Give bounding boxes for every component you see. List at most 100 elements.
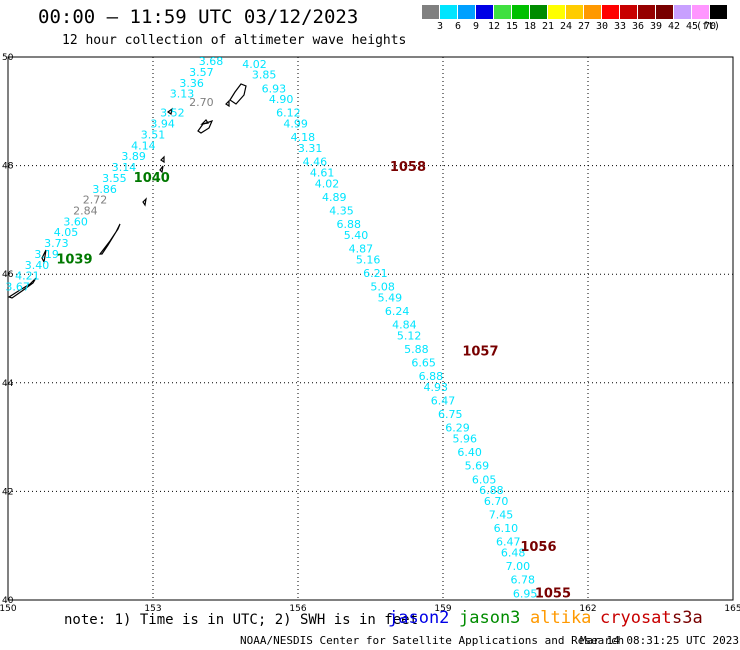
wave-height-value: 3.73 [44,237,69,250]
plot-frame [7,56,734,601]
wave-height-value: 4.90 [269,93,294,106]
wave-height-value: 4.84 [392,319,417,332]
color-scale-label: 39 [649,21,663,32]
island-outline [197,120,214,134]
pass-number-label: 1039 [56,252,92,267]
color-scale-label: 3 [436,21,444,32]
wave-height-value: 3.68 [199,55,224,68]
mission-label: altika [530,608,592,628]
pass-labels: 1058 1040 1039 1057 1056 1055 [56,160,571,601]
grid-lines [8,57,733,600]
color-swatch [674,5,691,19]
wave-height-value: 4.05 [54,226,79,239]
color-swatch [476,5,493,19]
color-swatch [494,5,511,19]
island-outline [160,155,165,164]
color-swatch [566,5,583,19]
color-scale-label: 33 [613,21,627,32]
wave-height-value: 4.87 [349,242,374,255]
wave-height-value: 4.46 [303,156,328,169]
wave-height-value: 4.93 [424,381,449,394]
wave-height-value: 6.70 [484,495,509,508]
mission-label: jason2 [388,608,450,628]
color-scale-label: 12 [487,21,501,32]
wave-height-value: 5.08 [370,280,395,293]
wave-height-value: 4.18 [291,131,316,144]
color-swatch [620,5,637,19]
wave-height-value: 3.60 [63,215,88,228]
credit-text: NOAA/NESDIS Center for Satellite Applica… [240,634,625,647]
wave-height-value: 3.55 [102,172,127,185]
wave-height-value: 6.48 [501,547,526,560]
wave-height-value: 7.00 [506,560,531,573]
island-outline [98,223,121,255]
wave-height-value: 6.95 [513,587,538,600]
x-tick-label: 156 [289,604,306,614]
wave-height-value: 3.57 [189,66,214,79]
x-tick-label: 165 [724,604,740,614]
wave-height-value: 6.88 [479,484,504,497]
wave-height-value: 4.99 [283,118,308,131]
color-scale-label: 9 [472,21,480,32]
color-swatch [548,5,565,19]
wave-height-value: 4.35 [329,204,354,217]
color-swatch [692,5,709,19]
color-scale-label: 36 [631,21,645,32]
wave-height-value: 5.49 [378,291,403,304]
wave-height-value: 3.52 [160,107,185,120]
timestamp-text: Mar 14 08:31:25 UTC 2023 [580,634,739,647]
wave-height-value: 5.69 [465,460,490,473]
wave-height-value: 4.02 [315,177,340,190]
wave-height-value: 5.88 [404,343,429,356]
wave-height-value: 3.40 [25,259,50,272]
island-outline [225,99,230,108]
wave-height-value: 6.47 [431,395,456,408]
wave-height-value: 3.31 [298,142,323,155]
chart-title: 00:00 – 11:59 UTC 03/12/2023 [38,6,359,28]
x-tick-label: 153 [144,604,161,614]
color-scale-label: 30 [595,21,609,32]
island-outline [200,119,210,125]
wave-height-value: 5.16 [356,253,381,266]
wave-height-value: 6.24 [385,305,410,318]
x-tick-label: 150 [0,604,17,614]
color-swatch [656,5,673,19]
x-tick-label: 162 [579,604,596,614]
wave-height-value: 3.85 [252,69,277,82]
coastline [7,83,247,299]
color-scale-unit: (ft) [696,21,721,32]
wave-height-value: 4.61 [310,166,335,179]
island-outline [159,165,164,174]
color-scale-label: 42 [667,21,681,32]
wave-height-value: 3.13 [170,88,195,101]
wave-height-value: 6.65 [411,357,436,370]
color-scale-label: 45 [685,21,699,32]
wave-height-value: 5.96 [453,433,478,446]
y-tick-label: 40 [2,596,14,606]
wave-height-value: 6.47 [496,536,521,549]
wave-height-value: 6.21 [363,267,388,280]
color-swatch [422,5,439,19]
wave-height-value: 6.78 [511,574,536,587]
wave-height-value: 6.40 [457,446,482,459]
island-outline [229,83,247,105]
wave-height-value: 6.10 [494,522,519,535]
wave-height-value: 4.21 [15,270,40,283]
wave-height-value: 3.89 [121,150,146,163]
pass-number-label: 1057 [462,345,498,360]
wave-height-value: 3.67 [5,280,30,293]
color-swatch [710,5,727,19]
wave-height-value: 4.89 [322,191,347,204]
island-outline [41,249,47,264]
wave-height-value: 6.75 [438,408,463,421]
wave-height-value: 3.51 [141,128,166,141]
pass-number-label: 1058 [390,160,426,175]
footer-note: note: 1) Time is in UTC; 2) SWH is in fe… [64,612,419,628]
pass-number-label: 1056 [520,540,556,555]
wave-height-value: 3.19 [34,248,59,261]
pass-number-label: 1055 [535,586,571,601]
wave-height-value: 6.88 [337,218,362,231]
wave-height-value: 7.45 [489,509,514,522]
wave-height-value: 4.14 [131,139,156,152]
wave-height-value: 2.84 [73,204,98,217]
